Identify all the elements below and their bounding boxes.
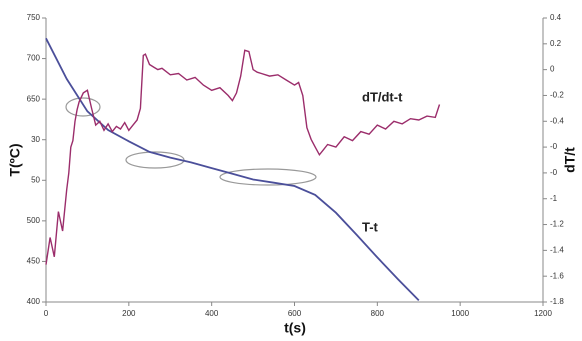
x-tick-label: 400 (205, 309, 219, 318)
ellipse (65, 97, 101, 117)
y-axis-title: T(ºC) (7, 143, 23, 176)
y2-tick-label: -1.4 (550, 245, 564, 254)
y2-tick-label: -1.2 (550, 220, 564, 229)
y-tick-label: 700 (27, 54, 41, 63)
y-tick-label: 750 (27, 13, 41, 22)
y2-axis-title: dT/t (562, 147, 578, 173)
x-tick-label: 1000 (451, 309, 469, 318)
annotation: T-t (362, 219, 379, 234)
line-series (45, 37, 420, 302)
y2-tick-label: 0 (550, 65, 555, 74)
ellipse (219, 168, 317, 186)
y-tick-label: 30 (31, 135, 40, 144)
y2-tick-label: -1.8 (550, 297, 564, 306)
x-tick-label: 200 (122, 309, 136, 318)
y2-tick-label: -0.4 (550, 116, 564, 125)
x-axis-title: t(s) (284, 320, 306, 336)
y2-tick-label: -1 (550, 194, 558, 203)
highlight-ellipses (65, 97, 317, 186)
line-series (45, 49, 441, 265)
x-tick-label: 800 (371, 309, 385, 318)
y-tick-label: 50 (31, 175, 40, 184)
y2-tick-label: 0.4 (550, 13, 562, 22)
y2-tick-label: -0 (550, 142, 558, 151)
y-tick-label: 500 (27, 216, 41, 225)
x-tick-label: 1200 (534, 309, 552, 318)
x-tick-label: 0 (44, 309, 49, 318)
y2-tick-label: -1.6 (550, 271, 564, 280)
y2-tick-label: -0.2 (550, 91, 564, 100)
annotation: dT/dt-t (362, 89, 403, 104)
y-tick-label: 400 (27, 297, 41, 306)
y2-tick-label: -0 (550, 168, 558, 177)
y2-tick-label: 0.2 (550, 39, 562, 48)
y-tick-label: 450 (27, 257, 41, 266)
ellipse (125, 151, 185, 169)
y-tick-label: 650 (27, 94, 41, 103)
x-tick-label: 600 (288, 309, 302, 318)
